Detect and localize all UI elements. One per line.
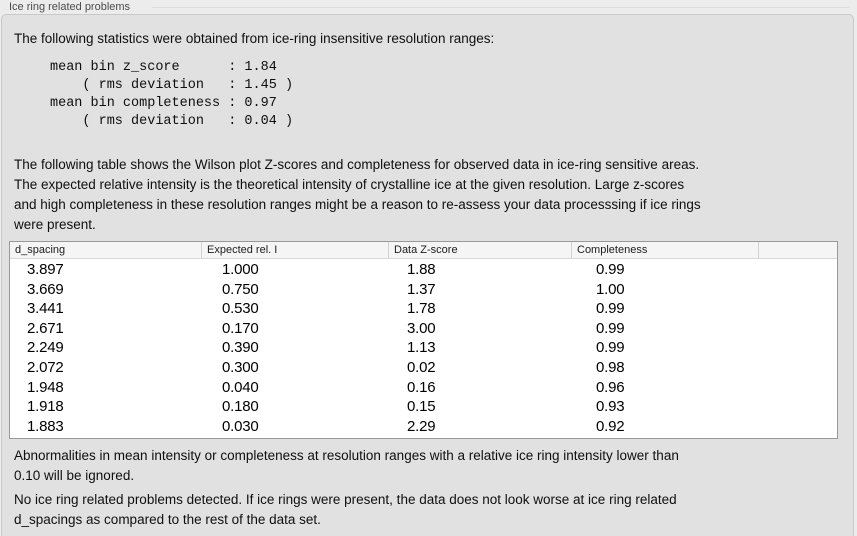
table-row[interactable]: 2.072 0.300 0.02 0.98: [10, 358, 837, 378]
table-cell: 1.948: [27, 378, 64, 396]
table-cell: 0.99: [596, 300, 625, 318]
table-cell: 3.441: [27, 300, 64, 318]
table-row[interactable]: 1.883 0.030 2.29 0.92: [10, 417, 837, 437]
table-cell: 2.249: [27, 339, 64, 357]
table-cell: 1.13: [407, 339, 436, 357]
table-cell: [759, 319, 837, 339]
table-row[interactable]: 3.441 0.530 1.78 0.99: [10, 299, 837, 319]
table-cell: 0.300: [222, 358, 259, 376]
column-header-expected-rel-i[interactable]: Expected rel. I: [202, 242, 389, 258]
table-cell: 0.15: [407, 398, 436, 416]
table-cell: [759, 397, 837, 417]
table-row[interactable]: 1.948 0.040 0.16 0.96: [10, 378, 837, 398]
table-cell: 0.180: [222, 398, 259, 416]
table-cell: 3.00: [407, 319, 436, 337]
table-cell: 3.669: [27, 280, 64, 298]
table-row[interactable]: 1.918 0.180 0.15 0.93: [10, 397, 837, 417]
table-cell: 3.897: [27, 261, 64, 278]
table-cell: 1.88: [407, 261, 436, 278]
table-cell: 2.671: [27, 319, 64, 337]
table-cell: 0.16: [407, 378, 436, 396]
table-cell: 0.030: [222, 417, 259, 435]
section-rule-divider: [152, 7, 849, 8]
table-cell: [759, 280, 837, 300]
table-cell: 0.390: [222, 339, 259, 357]
stats-summary-block: mean bin z_score : 1.84 ( rms deviation …: [50, 60, 294, 129]
table-cell: 1.37: [407, 280, 436, 298]
ice-ring-group-box: The following statistics were obtained f…: [1, 14, 854, 536]
table-cell: 1.000: [222, 261, 259, 278]
table-cell: [759, 417, 837, 437]
column-header-empty[interactable]: [759, 242, 837, 258]
table-cell: 1.00: [596, 280, 625, 298]
table-cell: 1.883: [27, 417, 64, 435]
table-cell: 0.93: [596, 398, 625, 416]
table-row[interactable]: 2.249 0.390 1.13 0.99: [10, 338, 837, 358]
column-header-d-spacing[interactable]: d_spacing: [10, 242, 202, 258]
stats-intro-text: The following statistics were obtained f…: [14, 31, 495, 46]
table-cell: [759, 338, 837, 358]
table-cell: [759, 299, 837, 319]
table-cell: 0.02: [407, 358, 436, 376]
table-header-row: d_spacing Expected rel. I Data Z-score Comp…: [10, 242, 837, 259]
table-row[interactable]: 3.897 1.000 1.88 0.99: [10, 260, 837, 280]
table-cell: 1.78: [407, 300, 436, 318]
table-cell: [759, 358, 837, 378]
column-header-data-z-score[interactable]: Data Z-score: [389, 242, 572, 258]
table-cell: 0.92: [596, 417, 625, 435]
table-row[interactable]: 2.671 0.170 3.00 0.99: [10, 319, 837, 339]
conclusion-text: No ice ring related problems detected. I…: [14, 492, 677, 527]
table-cell: 0.040: [222, 378, 259, 396]
table-cell: 0.530: [222, 300, 259, 318]
table-description-text: The following table shows the Wilson plo…: [14, 157, 701, 232]
table-cell: 0.96: [596, 378, 625, 396]
table-cell: 0.170: [222, 319, 259, 337]
column-header-completeness[interactable]: Completeness: [572, 242, 759, 258]
ice-ring-table: d_spacing Expected rel. I Data Z-score Comp…: [9, 241, 838, 440]
table-cell: 0.99: [596, 339, 625, 357]
table-cell: 2.29: [407, 417, 436, 435]
table-cell: 2.072: [27, 358, 64, 376]
table-cell: 0.98: [596, 358, 625, 376]
table-cell: 1.918: [27, 398, 64, 416]
table-cell: 0.750: [222, 280, 259, 298]
table-cell: [759, 260, 837, 280]
abnormalities-note-text: Abnormalities in mean intensity or compl…: [14, 448, 679, 483]
table-row[interactable]: 3.669 0.750 1.37 1.00: [10, 280, 837, 300]
table-cell: 0.99: [596, 319, 625, 337]
section-title: Ice ring related problems: [9, 1, 131, 13]
table-body: 3.897 1.000 1.88 0.99 3.669 0.750 1.37 1.00 3.44…: [10, 259, 837, 438]
table-cell: 0.99: [596, 261, 625, 278]
table-cell: [759, 378, 837, 398]
